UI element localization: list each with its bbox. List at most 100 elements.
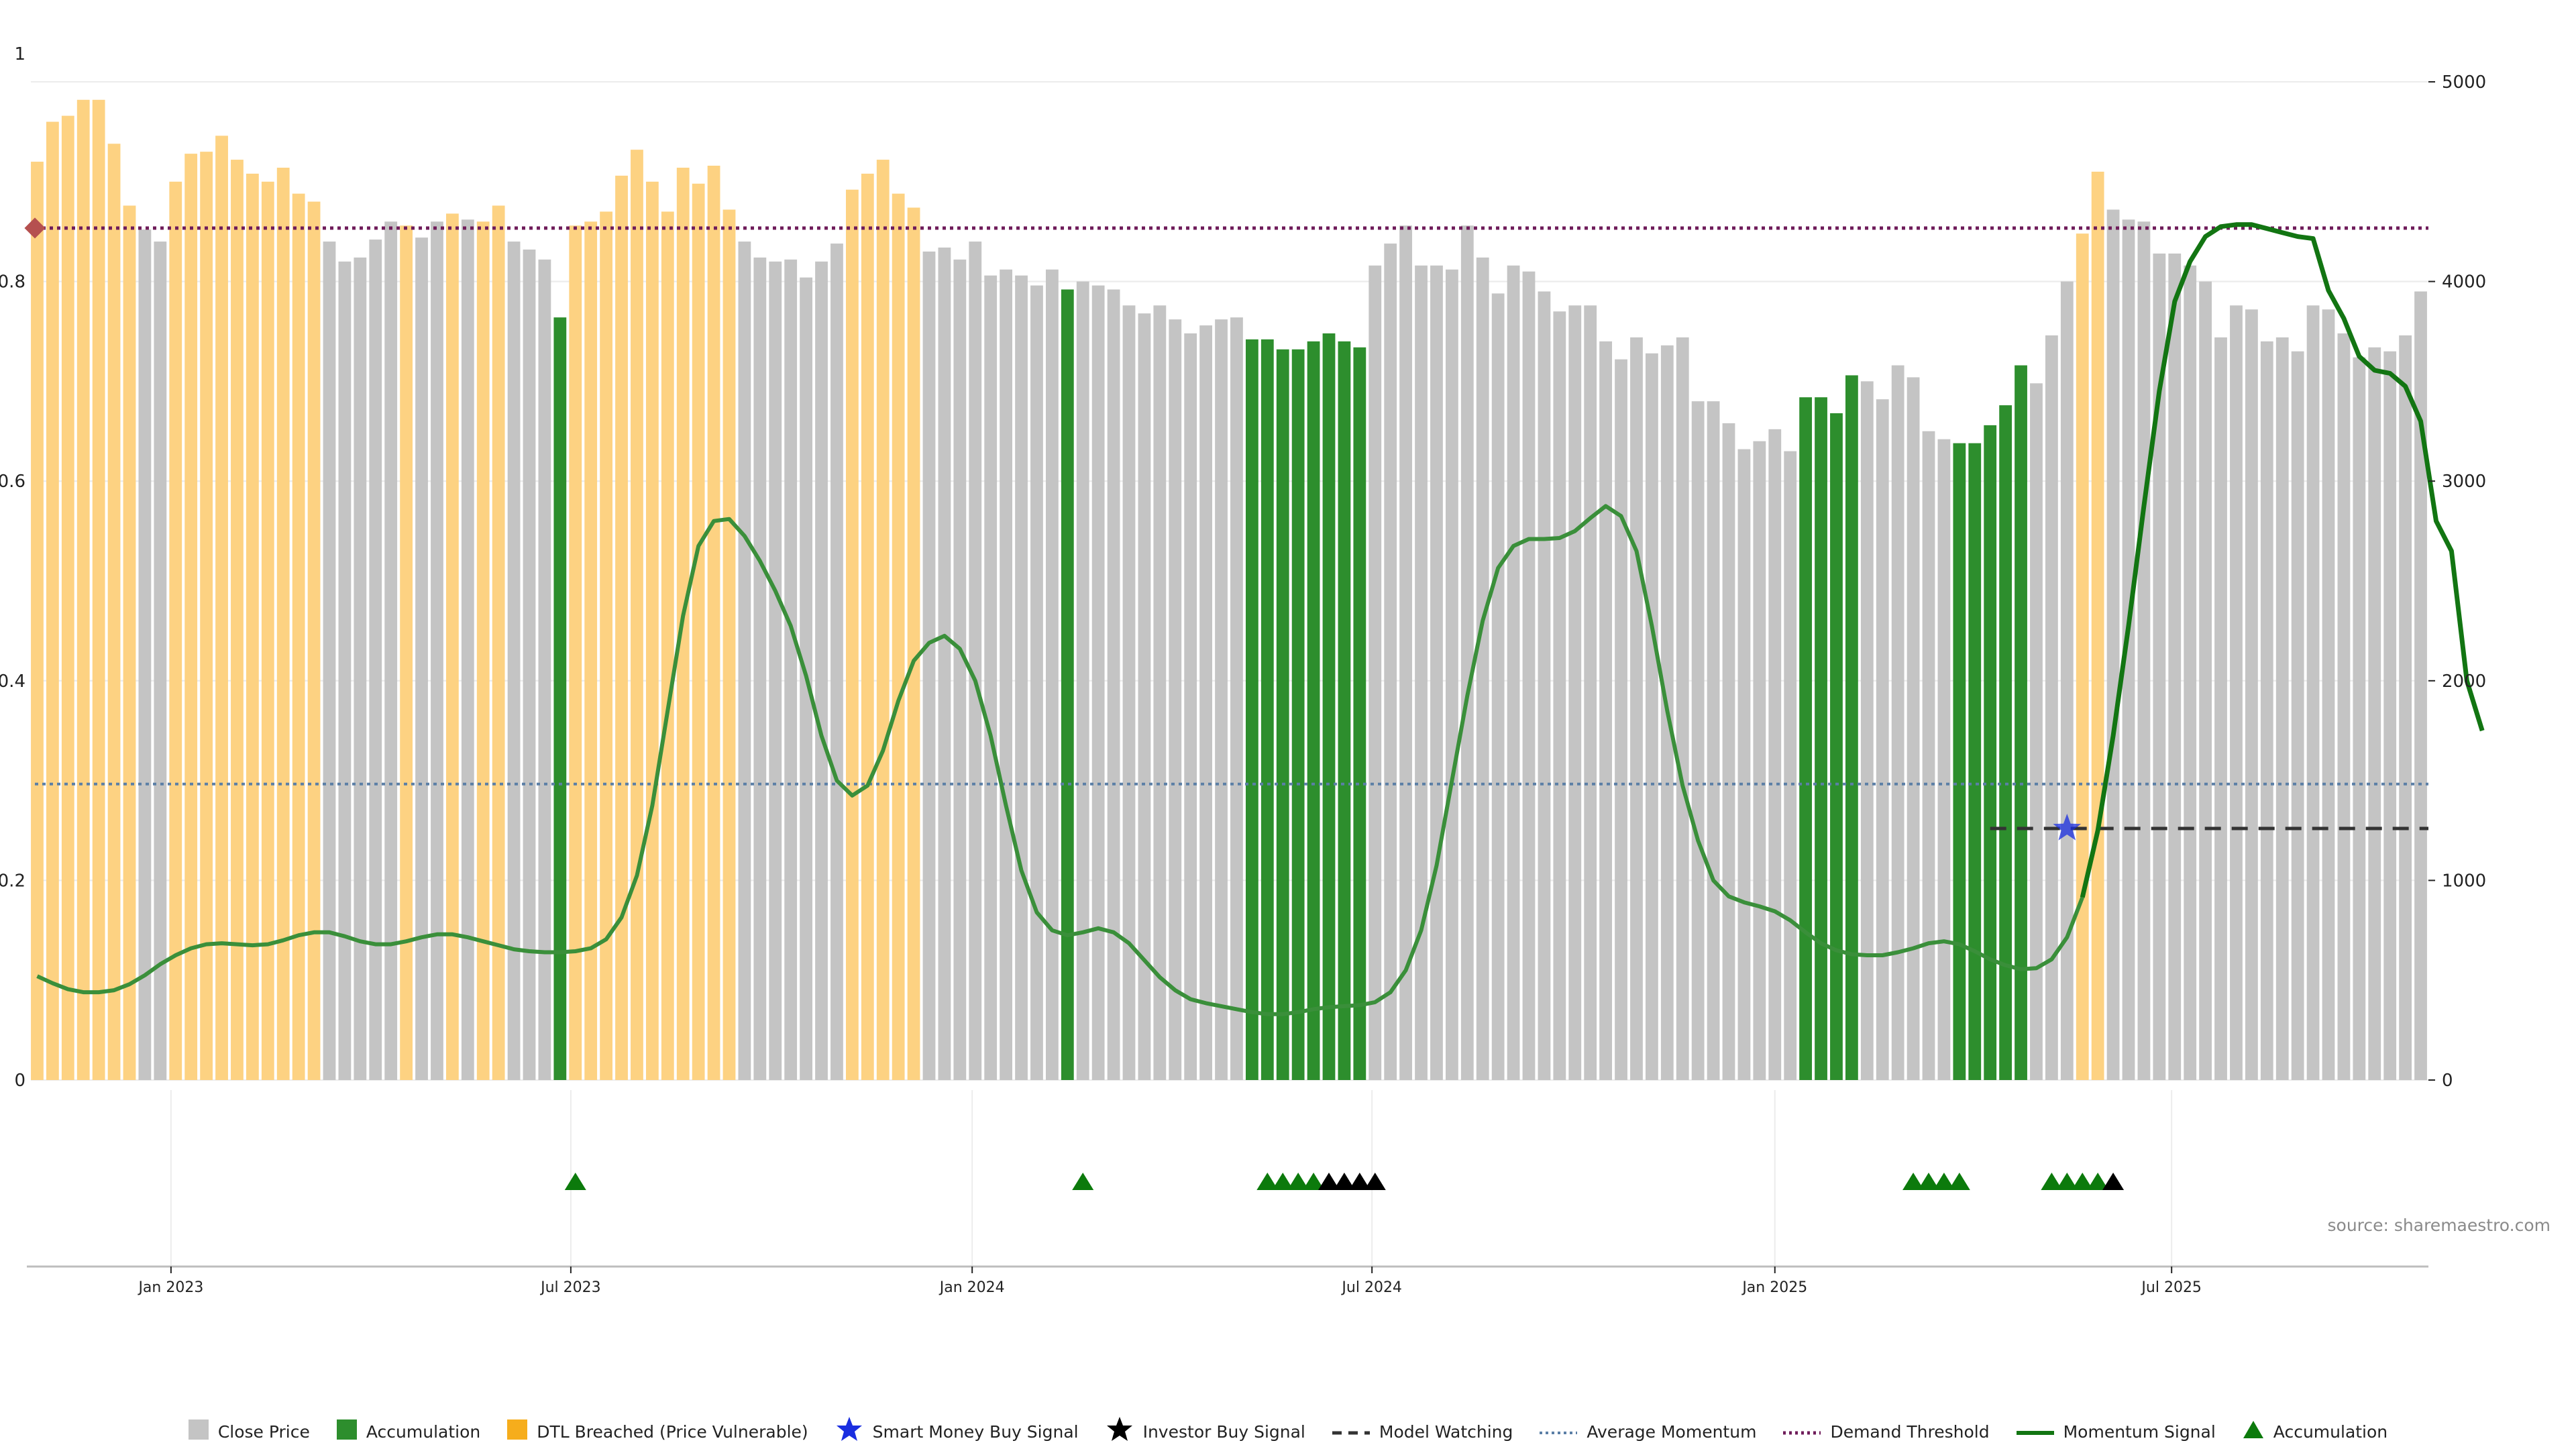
bar-96 — [1507, 265, 1520, 1080]
accumulation-marker-80 — [1256, 1173, 1279, 1190]
bar-100 — [1568, 305, 1582, 1080]
legend-item-accumulation: Accumulation — [336, 1419, 480, 1444]
investor-marker-86 — [1348, 1173, 1371, 1190]
bar-19 — [323, 241, 336, 1081]
bar-25 — [415, 237, 428, 1081]
accumulation-marker-132 — [2056, 1173, 2078, 1190]
bar-141 — [2199, 281, 2212, 1081]
bar-138 — [2153, 253, 2166, 1080]
bar-6 — [123, 205, 136, 1081]
bar-59 — [938, 248, 951, 1080]
accumulation-marker-123 — [1918, 1173, 1939, 1190]
accumulation-marker-125 — [1948, 1173, 1970, 1190]
x-tick-label: Jan 2025 — [1741, 1279, 1807, 1296]
left-tick-label: 0.4 — [0, 672, 25, 692]
bar-111 — [1737, 449, 1751, 1080]
bar-63 — [1000, 269, 1013, 1080]
accumulation-marker-82 — [1287, 1173, 1309, 1190]
bar-114 — [1784, 451, 1797, 1080]
accumulation-marker-83 — [1303, 1173, 1325, 1190]
left-tick-label: 1 — [14, 44, 25, 64]
bar-136 — [2122, 219, 2135, 1080]
bar-147 — [2291, 351, 2304, 1080]
bar-123 — [1922, 431, 1935, 1080]
right-tick-label: 0 — [2442, 1071, 2453, 1091]
bar-60 — [953, 259, 967, 1080]
bar-51 — [815, 261, 828, 1081]
bar-31 — [507, 241, 521, 1081]
legend-item-momentum: Momentum Signal — [2016, 1422, 2216, 1442]
bar-21 — [354, 257, 367, 1081]
bar-17 — [292, 193, 305, 1080]
square-gray-icon — [188, 1419, 209, 1444]
bar-9 — [169, 181, 182, 1080]
bar-65 — [1030, 285, 1043, 1080]
bar-39 — [631, 150, 643, 1081]
bar-1 — [46, 121, 59, 1080]
bar-119 — [1860, 381, 1874, 1080]
bar-89 — [1399, 225, 1413, 1081]
accumulation-marker-131 — [2041, 1173, 2063, 1190]
bar-116 — [1815, 397, 1827, 1080]
star-black-icon — [1106, 1415, 1134, 1448]
bar-131 — [2045, 335, 2058, 1080]
bar-117 — [1830, 413, 1843, 1080]
bar-94 — [1476, 257, 1489, 1081]
bar-99 — [1553, 311, 1566, 1080]
accumulation-marker-134 — [2087, 1173, 2109, 1190]
bar-73 — [1153, 305, 1167, 1080]
bar-77 — [1215, 319, 1228, 1080]
bar-135 — [2106, 209, 2120, 1080]
bar-128 — [1999, 405, 2012, 1080]
bar-35 — [569, 225, 582, 1081]
bar-14 — [246, 173, 259, 1080]
legend-item-smart_money: Smart Money Buy Signal — [835, 1415, 1079, 1448]
bar-36 — [584, 221, 598, 1080]
bar-4 — [92, 99, 105, 1081]
x-tick-label: Jul 2023 — [539, 1279, 601, 1296]
bar-70 — [1107, 289, 1120, 1080]
right-tick-label: 5000 — [2442, 72, 2486, 93]
investor-marker-85 — [1333, 1173, 1355, 1190]
bar-133 — [2076, 233, 2089, 1080]
star-blue-icon — [835, 1415, 863, 1448]
line-green-icon — [2016, 1422, 2054, 1442]
bar-90 — [1415, 265, 1428, 1080]
bar-74 — [1169, 319, 1182, 1080]
legend-label: Accumulation — [2273, 1421, 2388, 1442]
accumulation-marker-122 — [1902, 1173, 1925, 1190]
bar-75 — [1184, 333, 1197, 1080]
legend-item-model: Model Watching — [1332, 1422, 1513, 1442]
bar-93 — [1460, 225, 1474, 1081]
bar-61 — [969, 241, 982, 1081]
bar-149 — [2322, 309, 2335, 1080]
bar-115 — [1799, 397, 1813, 1080]
left-tick-label: 0 — [14, 1071, 25, 1091]
bar-121 — [1891, 365, 1904, 1080]
bar-64 — [1015, 275, 1028, 1080]
bar-38 — [615, 175, 628, 1080]
legend-item-demand: Demand Threshold — [1783, 1422, 1990, 1442]
dot-purple-icon — [1783, 1422, 1821, 1442]
bar-126 — [1968, 443, 1982, 1080]
left-tick-label: 0.8 — [0, 272, 25, 292]
bar-27 — [445, 213, 459, 1080]
bar-32 — [523, 249, 536, 1080]
grid-lines — [31, 81, 2428, 1267]
bar-54 — [861, 173, 874, 1080]
investor-marker-135 — [2102, 1173, 2125, 1190]
bar-16 — [276, 167, 290, 1080]
legend-label: Close Price — [217, 1421, 310, 1442]
bar-28 — [461, 219, 474, 1080]
bar-11 — [200, 152, 213, 1080]
legend-item-dtl: DTL Breached (Price Vulnerable) — [507, 1419, 808, 1444]
legend-item-investor: Investor Buy Signal — [1106, 1415, 1305, 1448]
legend-label: Smart Money Buy Signal — [872, 1421, 1079, 1442]
legend-label: Model Watching — [1379, 1421, 1513, 1442]
bar-7 — [138, 229, 152, 1080]
bar-139 — [2168, 253, 2182, 1080]
bar-79 — [1245, 339, 1258, 1080]
x-tick-label: Jan 2023 — [137, 1279, 203, 1296]
accumulation-marker-124 — [1933, 1173, 1955, 1190]
